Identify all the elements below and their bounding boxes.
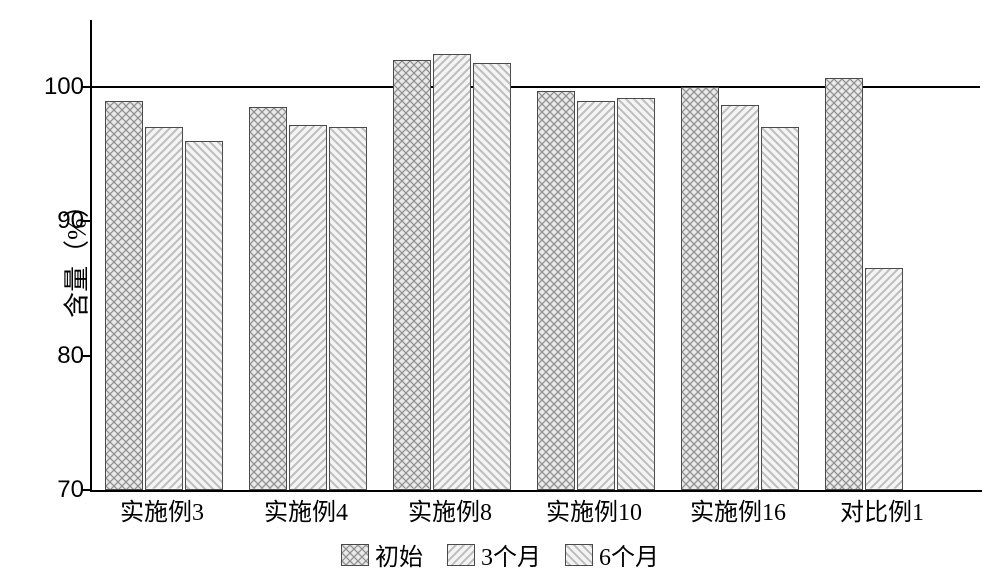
ytick-mark (82, 489, 90, 491)
legend-label-initial: 初始 (375, 537, 423, 572)
xtick-label: 实施例3 (120, 492, 204, 527)
ytick-label: 70 (57, 476, 84, 504)
legend-swatch-3mo (447, 544, 475, 566)
bar (433, 54, 471, 490)
legend-item-3mo: 3个月 (447, 537, 541, 572)
xtick-label: 对比例1 (840, 492, 924, 527)
xtick-label: 实施例16 (690, 492, 786, 527)
bar (617, 98, 655, 490)
chart-container: 含量（%） 708090100 实施例3实施例4实施例8实施例10实施例16对比… (0, 0, 1000, 584)
bar (865, 268, 903, 490)
legend-item-6mo: 6个月 (565, 537, 659, 572)
legend-item-initial: 初始 (341, 537, 423, 572)
bar (825, 78, 863, 490)
ytick-label: 100 (44, 73, 84, 101)
xtick-label: 实施例4 (264, 492, 348, 527)
bar (721, 105, 759, 490)
bar (105, 101, 143, 490)
bar (761, 127, 799, 490)
legend: 初始 3个月 6个月 (341, 537, 659, 572)
bar (577, 101, 615, 490)
xtick-label: 实施例10 (546, 492, 642, 527)
bar (145, 127, 183, 490)
ytick-mark (82, 220, 90, 222)
ytick-mark (82, 355, 90, 357)
bar (185, 141, 223, 490)
ytick-label: 80 (57, 342, 84, 370)
xtick-label: 实施例8 (408, 492, 492, 527)
bar (249, 107, 287, 490)
bar (681, 87, 719, 490)
bar (289, 125, 327, 490)
ytick-mark (82, 86, 90, 88)
bar (537, 91, 575, 490)
ytick-label: 90 (57, 207, 84, 235)
legend-swatch-6mo (565, 544, 593, 566)
legend-swatch-initial (341, 544, 369, 566)
legend-label-6mo: 6个月 (599, 537, 659, 572)
bar (329, 127, 367, 490)
bar (473, 63, 511, 490)
legend-label-3mo: 3个月 (481, 537, 541, 572)
plot-area (90, 20, 982, 492)
bar (393, 60, 431, 490)
